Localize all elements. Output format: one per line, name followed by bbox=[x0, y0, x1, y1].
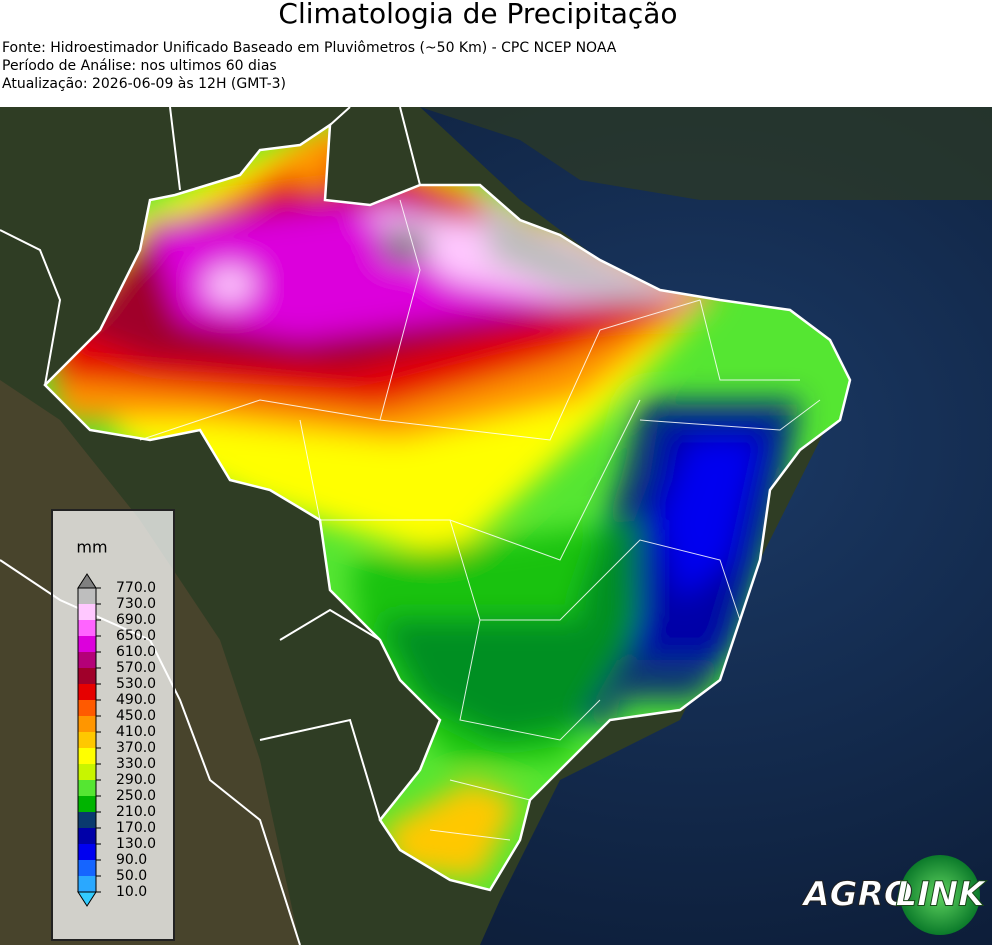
state-borders bbox=[139, 199, 821, 841]
colorbar-bin bbox=[78, 796, 96, 812]
colorbar-bin bbox=[78, 748, 96, 764]
logo: AGRO LINK bbox=[800, 855, 988, 935]
colorbar-frame bbox=[77, 587, 97, 893]
tick-label: 770.0 bbox=[116, 580, 156, 596]
colorbar-bin bbox=[78, 828, 96, 844]
tick-label: 610.0 bbox=[116, 644, 156, 660]
colorbar-bin bbox=[78, 716, 96, 732]
tick-label: 530.0 bbox=[116, 676, 156, 692]
colorbar-bin bbox=[78, 636, 96, 652]
precipitation-field bbox=[45, 125, 850, 890]
tick-label: 50.0 bbox=[116, 868, 147, 884]
colorbar-bin bbox=[78, 604, 96, 620]
tick-label: 650.0 bbox=[116, 628, 156, 644]
land-north bbox=[0, 107, 992, 200]
tick-label: 450.0 bbox=[116, 708, 156, 724]
colorbar-bin bbox=[78, 860, 96, 876]
tick-label: 290.0 bbox=[116, 772, 156, 788]
logo-text: LINK bbox=[895, 875, 987, 915]
colorbar-bin bbox=[78, 844, 96, 860]
tick-label: 690.0 bbox=[116, 612, 156, 628]
tick-label: 730.0 bbox=[116, 596, 156, 612]
colorbar-bin bbox=[78, 588, 96, 604]
title: Climatologia de Precipitação bbox=[278, 0, 677, 30]
source-line: Fonte: Hidroestimador Unificado Baseado … bbox=[2, 40, 617, 56]
colorbar-bin bbox=[78, 620, 96, 636]
colorbar-bin bbox=[78, 764, 96, 780]
tick-label: 90.0 bbox=[116, 852, 147, 868]
colorbar-bin bbox=[78, 732, 96, 748]
logo-circle bbox=[900, 855, 980, 935]
legend-unit: mm bbox=[76, 538, 107, 557]
tick-label: 130.0 bbox=[116, 836, 156, 852]
colorbar: 10.050.090.0130.0170.0210.0250.0290.0330… bbox=[77, 573, 156, 907]
colorbar-bin bbox=[78, 876, 96, 892]
tick-label: 570.0 bbox=[116, 660, 156, 676]
tick-label: 250.0 bbox=[116, 788, 156, 804]
update-line: Atualização: 2026-06-09 às 12H (GMT-3) bbox=[2, 76, 286, 92]
colorbar-bin bbox=[78, 812, 96, 828]
tick-label: 370.0 bbox=[116, 740, 156, 756]
colorbar-bin bbox=[78, 700, 96, 716]
tick-label: 10.0 bbox=[116, 884, 147, 900]
tick-label: 490.0 bbox=[116, 692, 156, 708]
colorbar-bin bbox=[78, 780, 96, 796]
tick-label: 170.0 bbox=[116, 820, 156, 836]
colorbar-bin bbox=[78, 652, 96, 668]
legend-box bbox=[51, 509, 175, 941]
colorbar-bin bbox=[78, 668, 96, 684]
tick-label: 330.0 bbox=[116, 756, 156, 772]
tick-label: 210.0 bbox=[116, 804, 156, 820]
period-line: Período de Análise: nos ultimos 60 dias bbox=[2, 58, 277, 74]
map bbox=[0, 106, 992, 945]
colorbar-bin bbox=[78, 684, 96, 700]
legend: mm 10.050.090.0130.0170.0210.0250.0290.0… bbox=[51, 509, 175, 941]
tick-label: 410.0 bbox=[116, 724, 156, 740]
logo-text: AGRO bbox=[800, 875, 912, 915]
